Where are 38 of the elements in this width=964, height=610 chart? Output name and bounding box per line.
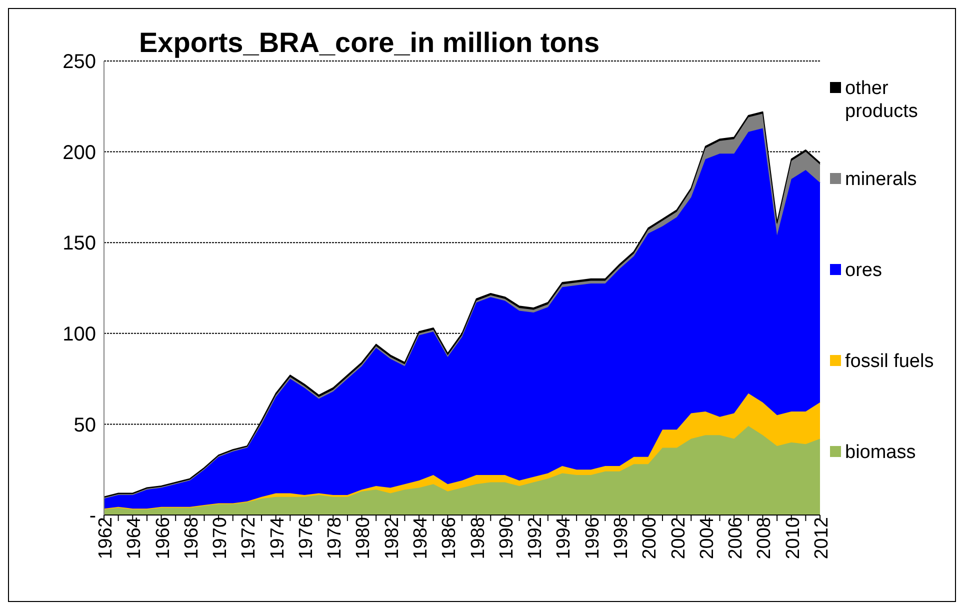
x-tick-label: 2012 — [811, 517, 832, 560]
x-tick-label: 2004 — [696, 516, 718, 560]
x-tick-label: 1962 — [95, 517, 116, 560]
chart-title: Exports_BRA_core_in million tons — [139, 27, 600, 59]
x-tick-label: 1968 — [181, 517, 202, 560]
x-tick-label: 2002 — [668, 517, 690, 560]
legend-label: ores — [845, 258, 883, 282]
x-tick-label: 2006 — [726, 517, 747, 560]
x-tick-label: 1970 — [210, 517, 232, 560]
legend-label: fossil fuels — [845, 350, 935, 372]
x-tick-label: 2010 — [782, 517, 804, 560]
y-tick-label: 250 — [62, 51, 96, 74]
x-tick-label: 1988 — [468, 517, 489, 560]
y-tick-label: 150 — [62, 232, 96, 255]
x-tick-label: 1994 — [554, 516, 575, 560]
y-tick-label: 100 — [62, 324, 96, 346]
y-tick-label: 200 — [62, 142, 96, 164]
x-tick-label: 1972 — [238, 517, 260, 560]
y-tick-label: 50 — [74, 414, 96, 436]
x-tick-label: 1998 — [611, 517, 632, 560]
y-tick-label: - — [89, 505, 96, 528]
x-tick-label: 1964 — [124, 516, 146, 560]
x-tick-label: 1986 — [439, 517, 460, 560]
x-tick-label: 1966 — [152, 517, 174, 560]
x-tick-label: 1980 — [353, 517, 374, 560]
x-tick-label: 1978 — [324, 517, 346, 560]
x-tick-label: 1990 — [496, 517, 518, 560]
x-tick-label: 1992 — [525, 517, 546, 560]
legend-label: other products — [845, 76, 919, 122]
x-tick-label: 1984 — [410, 516, 432, 560]
x-tick-label: 1996 — [582, 517, 604, 560]
x-tick-label: 1976 — [296, 517, 317, 560]
legend-label: minerals — [845, 168, 918, 190]
x-tick-label: 1974 — [267, 516, 288, 560]
legend-label: biomass — [845, 440, 917, 464]
x-tick-label: 2008 — [754, 517, 776, 560]
x-tick-label: 2000 — [640, 517, 661, 560]
x-tick-label: 1982 — [382, 517, 403, 560]
